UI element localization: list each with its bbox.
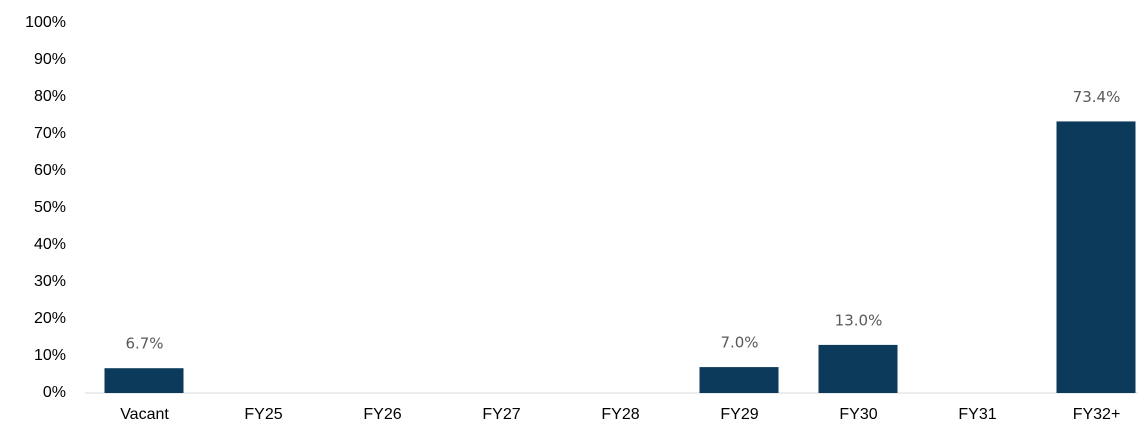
y-tick-label: 30% xyxy=(34,273,66,290)
value-label: 7.0% xyxy=(720,334,758,352)
x-tick-label: FY32+ xyxy=(1073,406,1121,423)
x-tick-label: FY28 xyxy=(601,406,639,423)
value-label: 13.0% xyxy=(835,311,883,329)
y-tick-label: 80% xyxy=(34,88,66,105)
x-tick-label: Vacant xyxy=(120,406,169,423)
x-tick-label: FY29 xyxy=(720,406,758,423)
y-tick-label: 70% xyxy=(34,125,66,142)
y-tick-label: 10% xyxy=(34,347,66,364)
x-tick-label: FY26 xyxy=(363,406,401,423)
bar xyxy=(699,367,779,393)
value-label: 73.4% xyxy=(1073,88,1121,106)
x-tick-label: FY27 xyxy=(482,406,520,423)
x-tick-label: FY25 xyxy=(244,406,282,423)
y-tick-label: 90% xyxy=(34,51,66,68)
value-label: 6.7% xyxy=(125,335,163,353)
bar xyxy=(104,368,184,393)
bar xyxy=(1056,121,1136,394)
bar xyxy=(818,344,898,393)
y-tick-label: 40% xyxy=(34,236,66,253)
y-tick-label: 0% xyxy=(43,384,66,401)
y-tick-label: 50% xyxy=(34,199,66,216)
y-tick-label: 20% xyxy=(34,310,66,327)
y-tick-label: 60% xyxy=(34,162,66,179)
x-tick-label: FY31 xyxy=(958,406,996,423)
y-tick-label: 100% xyxy=(25,14,66,31)
x-tick-label: FY30 xyxy=(839,406,877,423)
